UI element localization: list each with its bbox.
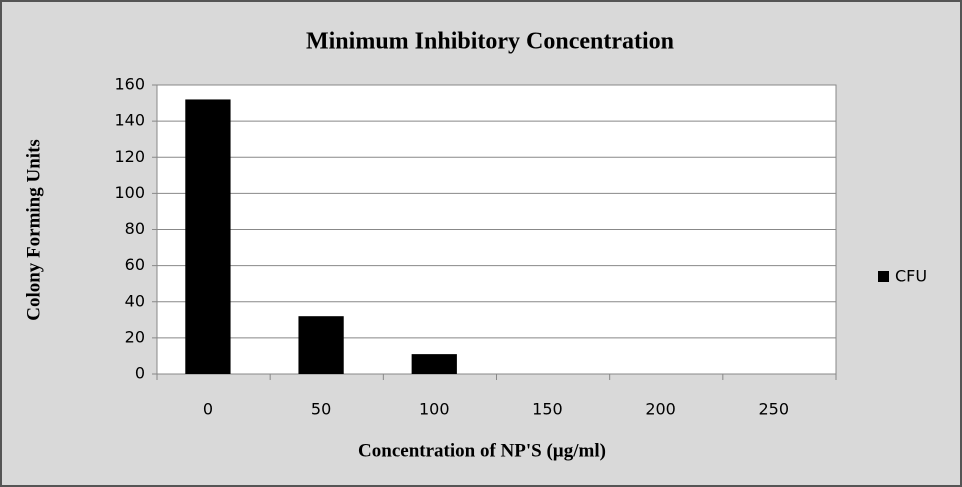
y-tick-label: 40 (125, 291, 145, 310)
y-tick-label: 80 (125, 219, 145, 238)
legend-label: CFU (895, 267, 927, 286)
y-tick-label: 20 (125, 327, 145, 346)
bar (185, 99, 231, 374)
x-tick-label: 0 (203, 400, 213, 419)
y-tick-label: 0 (135, 364, 145, 383)
legend-swatch (878, 271, 889, 282)
y-tick-label: 100 (114, 183, 145, 202)
y-tick-label: 120 (114, 147, 145, 166)
x-tick-label: 50 (311, 400, 331, 419)
y-tick-label: 60 (125, 255, 145, 274)
bar (411, 354, 457, 374)
x-tick-label: 150 (532, 400, 563, 419)
y-tick-label: 140 (114, 111, 145, 130)
y-axis-label: Colony Forming Units (23, 139, 44, 321)
x-axis-label: Concentration of NP'S (µg/ml) (358, 440, 606, 461)
x-tick-label: 250 (758, 400, 789, 419)
x-tick-label: 100 (419, 400, 450, 419)
bar (298, 316, 344, 374)
chart-title: Minimum Inhibitory Concentration (306, 29, 674, 55)
x-tick-label: 200 (645, 400, 676, 419)
y-tick-label: 160 (114, 75, 145, 94)
